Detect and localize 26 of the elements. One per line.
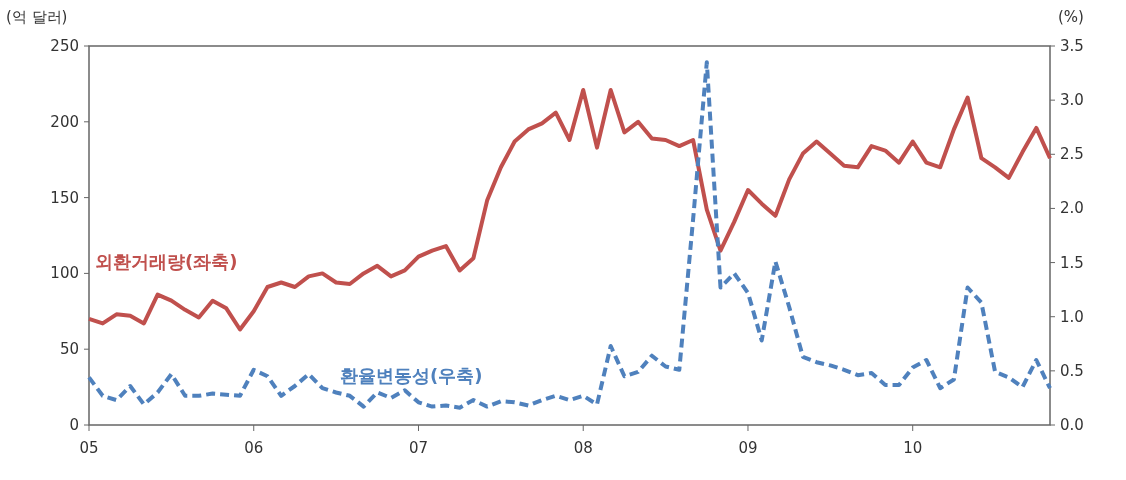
- y2-tick-label: 2.0: [1060, 199, 1084, 218]
- line-series: [87, 88, 1052, 332]
- y2-tick-label: 1.0: [1060, 307, 1084, 326]
- y2-tick-label: 0.5: [1060, 361, 1084, 380]
- y2-tick-label: 3.5: [1060, 37, 1084, 55]
- y-tick-label: 0: [69, 416, 79, 434]
- y-axis-title: (억 달러): [6, 8, 68, 26]
- y-tick-label: 100: [50, 264, 79, 283]
- y2-tick-label: 1.5: [1060, 253, 1084, 272]
- line-series: [87, 60, 1052, 410]
- x-tick-label: 05: [79, 439, 99, 457]
- x-tick-label: 09: [738, 439, 758, 457]
- series-label: 환율변동성(우축): [340, 365, 483, 386]
- y-tick-label: 150: [50, 188, 79, 207]
- x-tick-label: 06: [244, 439, 264, 457]
- x-tick-label: 07: [408, 439, 429, 457]
- x-tick-label: 10: [903, 439, 923, 457]
- y-tick-label: 200: [50, 112, 79, 131]
- y2-tick-label: 2.5: [1060, 145, 1084, 164]
- y-tick-label: 50: [59, 340, 79, 359]
- x-tick-label: 08: [573, 439, 593, 457]
- y-tick-label: 250: [50, 37, 79, 55]
- y2-axis-title: (%): [1058, 8, 1084, 26]
- y2-tick-label: 0.0: [1060, 416, 1084, 434]
- y2-tick-label: 3.0: [1060, 91, 1084, 110]
- series-label: 외환거래량(좌축): [95, 251, 238, 272]
